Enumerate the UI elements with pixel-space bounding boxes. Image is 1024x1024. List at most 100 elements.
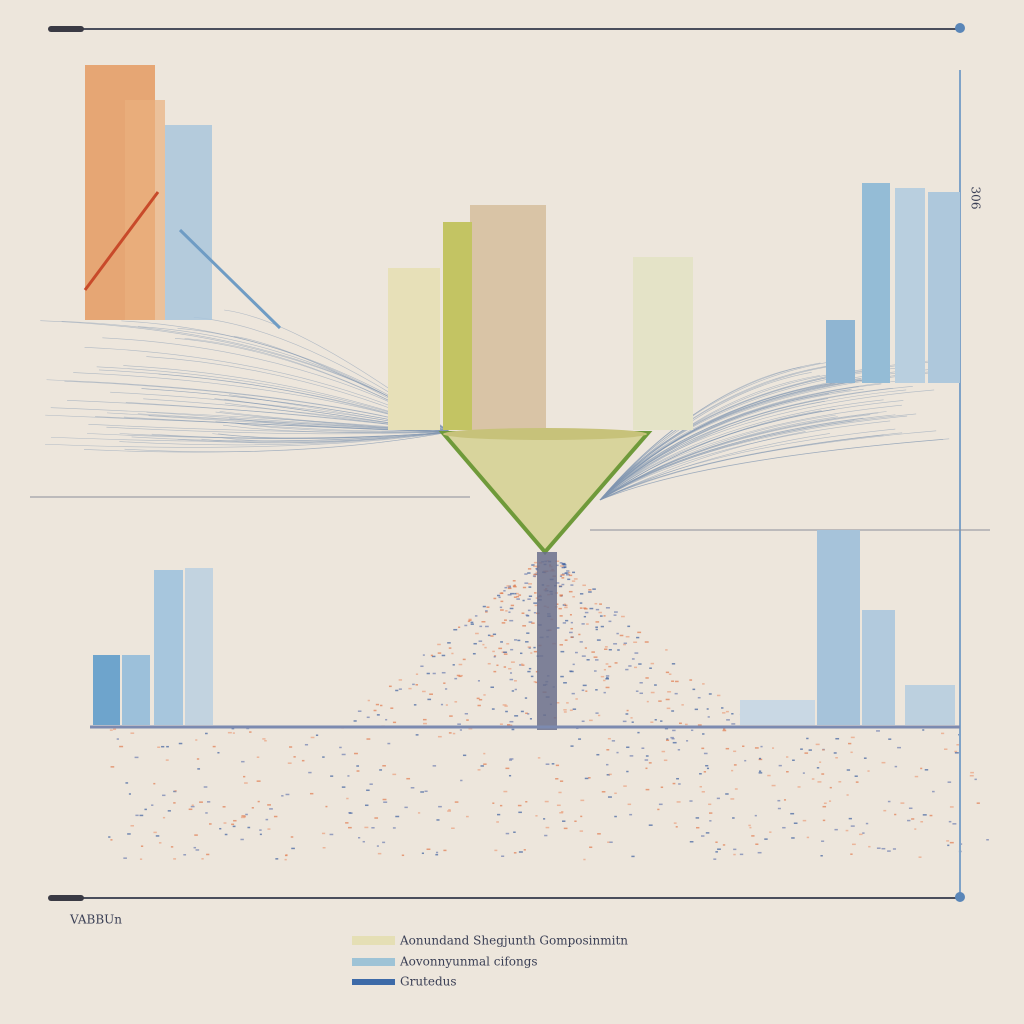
- particle: [755, 843, 759, 845]
- particle: [494, 849, 498, 852]
- particle: [783, 799, 787, 801]
- particle: [227, 731, 232, 734]
- particle: [475, 632, 479, 635]
- particle: [708, 693, 712, 695]
- particle: [264, 739, 267, 742]
- particle: [493, 655, 497, 657]
- particle: [369, 783, 373, 785]
- particle: [412, 683, 415, 686]
- particle: [518, 811, 522, 814]
- particle: [535, 815, 538, 817]
- strand: [223, 424, 451, 434]
- particle: [706, 767, 710, 770]
- particle: [700, 835, 705, 837]
- particle: [496, 821, 499, 823]
- particle: [907, 819, 911, 822]
- particle: [505, 767, 510, 770]
- particle: [502, 704, 507, 706]
- strand: [599, 365, 916, 501]
- particle: [109, 729, 113, 731]
- particle: [535, 571, 538, 574]
- particle: [622, 720, 627, 723]
- particle: [619, 634, 624, 637]
- particle: [533, 681, 536, 683]
- particle: [664, 727, 669, 730]
- trend-line: [83, 191, 160, 291]
- strand: [599, 413, 917, 501]
- strand: [599, 383, 882, 501]
- particle: [582, 684, 587, 687]
- particle: [505, 710, 508, 713]
- particle: [568, 571, 571, 574]
- particle: [392, 773, 397, 776]
- particle: [528, 583, 532, 585]
- particle: [689, 800, 693, 802]
- particle: [468, 618, 472, 621]
- particle: [589, 846, 593, 849]
- particle: [520, 652, 523, 655]
- particle: [960, 843, 963, 845]
- trend-line: [178, 228, 282, 330]
- particle: [460, 674, 463, 677]
- particle: [321, 832, 326, 835]
- strand: [599, 376, 891, 501]
- particle: [191, 804, 194, 806]
- particle: [503, 590, 506, 592]
- strand: [599, 399, 884, 501]
- particle: [581, 655, 586, 657]
- particle: [689, 679, 693, 681]
- particle: [694, 708, 699, 711]
- particle: [605, 663, 609, 665]
- particle: [559, 615, 563, 617]
- particle: [733, 764, 737, 766]
- particle: [559, 594, 563, 596]
- particle: [673, 822, 677, 824]
- particle: [243, 775, 246, 778]
- particle: [251, 807, 254, 809]
- particle: [613, 614, 617, 616]
- bar: [895, 188, 925, 383]
- particle: [887, 850, 891, 852]
- bar: [862, 610, 895, 725]
- particle: [509, 672, 513, 674]
- particle: [646, 700, 649, 703]
- particle: [500, 600, 504, 603]
- particle: [725, 793, 729, 795]
- particle: [713, 858, 717, 860]
- particle: [347, 775, 350, 777]
- particle: [626, 770, 629, 773]
- particle: [559, 565, 564, 567]
- particle: [528, 595, 533, 597]
- particle: [748, 824, 751, 827]
- particle: [595, 621, 600, 623]
- particle: [410, 787, 415, 789]
- particle: [206, 801, 211, 803]
- particle: [563, 711, 567, 713]
- particle: [527, 609, 531, 612]
- particle: [139, 814, 144, 817]
- particle: [617, 649, 620, 651]
- particle: [504, 619, 507, 621]
- particle: [674, 692, 678, 695]
- particle: [637, 631, 642, 634]
- particle: [630, 717, 633, 719]
- particle: [421, 852, 424, 855]
- particle: [459, 729, 463, 731]
- particle: [500, 592, 503, 594]
- particle: [437, 735, 442, 738]
- particle: [848, 817, 852, 820]
- particle: [499, 606, 503, 609]
- particle: [522, 586, 527, 589]
- particle: [505, 832, 510, 835]
- particle: [528, 621, 533, 623]
- particle: [922, 729, 925, 731]
- particle: [716, 694, 721, 697]
- particle: [555, 582, 560, 584]
- particle: [388, 685, 392, 688]
- particle: [522, 625, 527, 627]
- particle: [485, 625, 489, 628]
- particle: [468, 727, 473, 730]
- particle: [570, 621, 573, 624]
- strand: [599, 434, 884, 501]
- particle: [584, 777, 589, 780]
